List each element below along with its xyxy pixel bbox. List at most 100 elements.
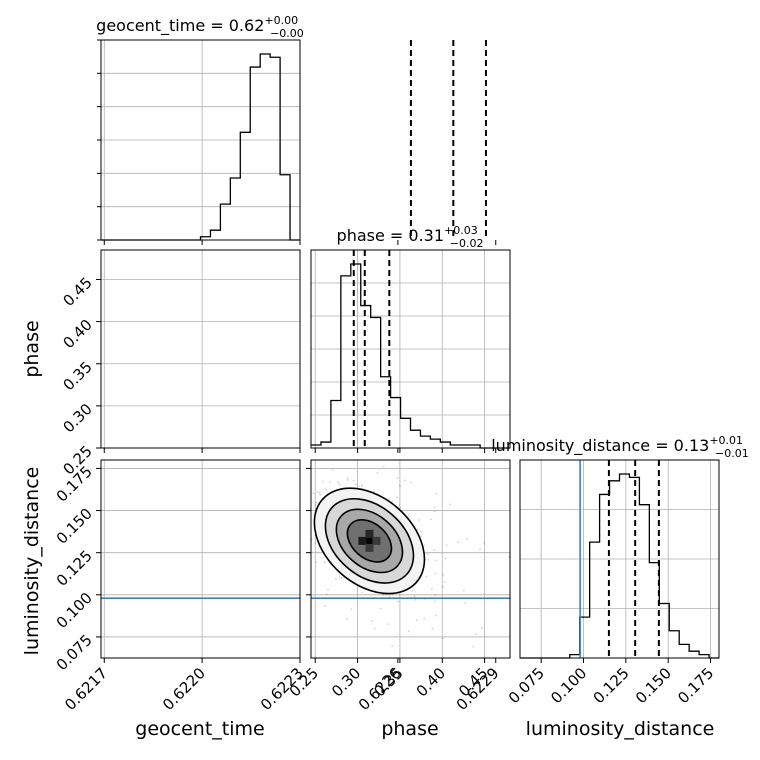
scatter-point xyxy=(479,387,481,389)
scatter-point xyxy=(460,530,462,532)
scatter-point xyxy=(487,398,489,400)
scatter-point xyxy=(462,427,464,429)
scatter-point xyxy=(461,528,463,530)
scatter-point xyxy=(463,524,465,526)
scatter-point xyxy=(465,496,467,498)
scatter-point xyxy=(486,417,488,419)
scatter-point xyxy=(481,434,483,436)
scatter-point xyxy=(480,425,482,427)
scatter-point xyxy=(482,421,484,423)
scatter-point xyxy=(456,537,458,539)
density-cell xyxy=(372,536,381,545)
scatter-point xyxy=(481,401,483,403)
scatter-point xyxy=(471,511,473,513)
scatter-point xyxy=(460,545,462,547)
scatter-point xyxy=(474,408,476,410)
scatter-point xyxy=(445,544,448,546)
scatter-point xyxy=(458,536,460,538)
scatter-point xyxy=(476,388,478,390)
scatter-point xyxy=(459,592,461,594)
scatter-point xyxy=(464,534,466,536)
scatter-point xyxy=(479,409,481,411)
scatter-point xyxy=(354,483,357,486)
scatter-point xyxy=(453,524,455,526)
scatter-point xyxy=(489,386,491,388)
scatter-point xyxy=(461,601,463,603)
scatter-point xyxy=(477,380,479,382)
scatter-point xyxy=(450,562,452,564)
scatter-point xyxy=(482,418,484,420)
scatter-point xyxy=(459,557,461,559)
scatter-point xyxy=(468,503,470,505)
scatter-point xyxy=(475,461,477,463)
x-tick-label: 0.075 xyxy=(505,664,548,707)
scatter-point xyxy=(481,430,483,432)
scatter-point xyxy=(319,493,321,496)
scatter-point xyxy=(468,523,470,525)
scatter-point xyxy=(491,397,493,399)
scatter-point xyxy=(475,399,477,401)
scatter-point xyxy=(465,526,467,528)
scatter-point xyxy=(459,530,461,532)
scatter-point xyxy=(487,417,489,419)
scatter-point xyxy=(387,623,390,625)
x-axis-label-geocent-time: geocent_time xyxy=(135,718,264,740)
scatter-point xyxy=(476,386,478,388)
scatter-point xyxy=(478,406,480,408)
scatter-point xyxy=(463,518,465,520)
scatter-point xyxy=(467,524,469,526)
scatter-point xyxy=(471,403,473,405)
scatter-point xyxy=(478,548,481,551)
scatter-point xyxy=(461,513,463,515)
scatter-point xyxy=(464,530,466,532)
title-text: geocent_time = 0.62 xyxy=(96,16,264,36)
scatter-point xyxy=(456,527,458,529)
scatter-point xyxy=(461,547,463,549)
scatter-point xyxy=(493,422,495,424)
scatter-point xyxy=(481,478,483,480)
scatter-point xyxy=(357,485,360,488)
scatter-point xyxy=(453,557,455,559)
scatter-point xyxy=(479,432,481,434)
scatter-point xyxy=(468,507,470,509)
scatter-point xyxy=(477,453,479,455)
scatter-point xyxy=(475,401,477,403)
scatter-point xyxy=(485,391,487,393)
scatter-point xyxy=(323,561,326,564)
scatter-point xyxy=(493,356,495,358)
scatter-point xyxy=(453,573,455,575)
scatter-point xyxy=(464,525,466,527)
scatter-point xyxy=(460,536,462,538)
scatter-point xyxy=(462,542,464,544)
scatter-point xyxy=(470,492,472,494)
scatter-point xyxy=(454,527,456,529)
scatter-point xyxy=(479,421,481,423)
scatter-point xyxy=(462,331,464,333)
scatter-point xyxy=(467,404,469,406)
luminosity-distance-title: luminosity_distance = 0.13+0.01 −0.01 xyxy=(491,434,749,460)
scatter-point xyxy=(447,580,449,582)
scatter-point xyxy=(463,521,465,523)
scatter-point xyxy=(485,368,487,370)
scatter-point xyxy=(486,457,488,459)
scatter-point xyxy=(480,484,482,486)
scatter-point xyxy=(470,514,472,516)
scatter-point xyxy=(454,572,456,574)
scatter-point xyxy=(463,508,465,510)
scatter-point xyxy=(485,426,487,428)
scatter-point xyxy=(464,494,466,496)
scatter-point xyxy=(461,515,463,517)
scatter-point xyxy=(478,394,480,396)
scatter-point xyxy=(464,543,466,545)
scatter-point xyxy=(460,535,462,537)
title-lower-error: −0.00 xyxy=(270,27,304,40)
scatter-point xyxy=(481,388,483,390)
scatter-point xyxy=(468,359,470,361)
scatter-point xyxy=(489,483,491,485)
scatter-point xyxy=(471,401,473,403)
scatter-point xyxy=(474,442,476,444)
contour-level xyxy=(469,369,494,439)
scatter-point xyxy=(465,507,467,509)
scatter-point xyxy=(486,429,488,431)
scatter-point xyxy=(458,529,460,531)
